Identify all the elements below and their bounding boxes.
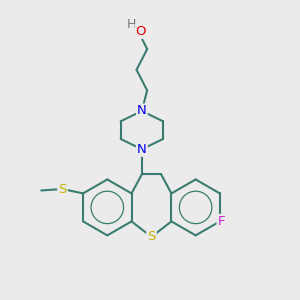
Text: F: F — [218, 215, 225, 228]
Text: H: H — [126, 18, 136, 31]
Text: N: N — [137, 143, 147, 156]
Text: S: S — [58, 182, 67, 196]
Text: N: N — [137, 104, 147, 118]
Text: S: S — [147, 230, 156, 243]
Text: O: O — [135, 25, 146, 38]
